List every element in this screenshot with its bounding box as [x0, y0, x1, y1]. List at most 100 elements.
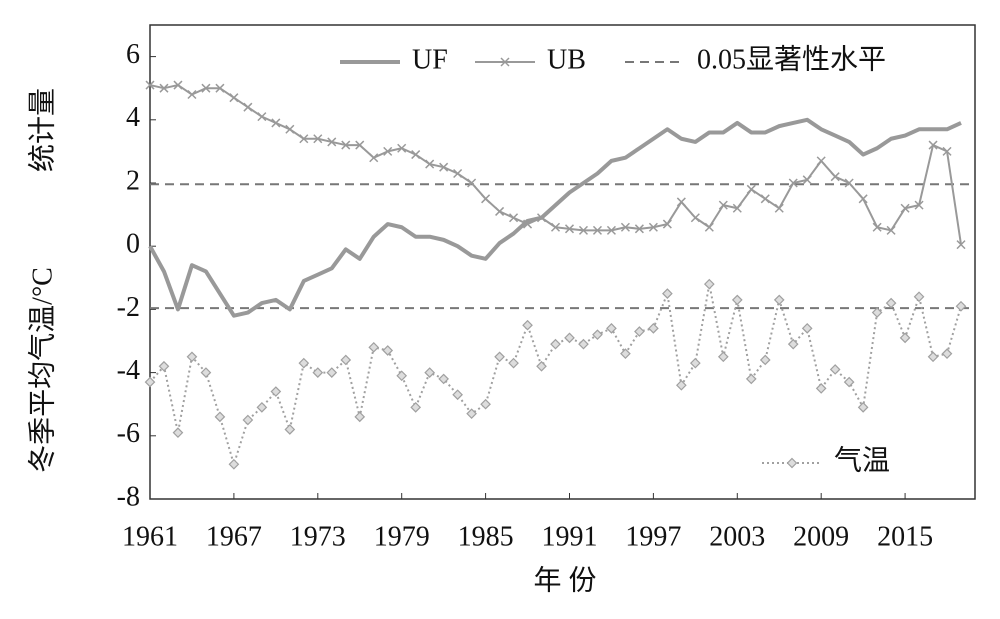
temp-marker	[326, 367, 338, 378]
ub-marker	[397, 143, 407, 153]
temp-marker	[843, 376, 855, 388]
y-tick-label: -8	[117, 481, 140, 512]
ub-marker	[760, 194, 770, 204]
temp-marker	[424, 367, 436, 378]
temp-marker	[270, 386, 282, 397]
ub-marker	[355, 140, 365, 150]
temp-marker	[941, 348, 953, 359]
legend-label: 气温	[834, 444, 890, 476]
y-tick-label: 2	[126, 165, 140, 196]
ub-marker	[914, 200, 924, 210]
temp-marker	[592, 329, 603, 341]
ub-marker	[620, 222, 630, 232]
temp-marker	[172, 427, 184, 438]
temp-marker	[410, 402, 422, 413]
temp-marker	[899, 332, 911, 344]
x-tick-label: 1985	[458, 521, 514, 552]
ub-marker	[215, 83, 225, 93]
temp-marker	[158, 360, 170, 372]
ub-marker	[732, 203, 742, 213]
temp-marker	[494, 351, 505, 363]
ub-marker	[564, 224, 575, 234]
ub-marker	[872, 222, 882, 232]
y-tick-label: -4	[117, 355, 140, 386]
temp-marker	[522, 319, 533, 331]
temp-marker	[829, 364, 841, 375]
temp-marker	[564, 332, 575, 344]
y-tick-label: -6	[117, 418, 140, 449]
ub-marker	[453, 168, 463, 179]
series-line	[149, 84, 963, 245]
temp-marker	[354, 411, 366, 423]
temp-marker	[662, 288, 673, 299]
temp-marker	[508, 357, 519, 369]
legend-label: UB	[547, 44, 586, 75]
temp-marker	[452, 389, 463, 401]
ub-marker	[844, 178, 854, 188]
ub-marker	[271, 118, 281, 128]
ub-marker	[229, 93, 239, 103]
ub-marker	[788, 178, 798, 188]
ub-marker	[830, 172, 840, 182]
temp-marker	[256, 402, 268, 413]
temp-marker	[634, 326, 645, 337]
temp-marker	[340, 354, 352, 366]
ub-marker	[467, 178, 477, 188]
temp-marker	[913, 291, 925, 303]
temp-marker	[550, 338, 561, 350]
temp-marker	[382, 345, 394, 356]
temp-marker	[773, 294, 785, 306]
ub-marker	[439, 162, 449, 172]
temp-marker	[368, 341, 380, 353]
ub-marker	[299, 134, 309, 144]
x-tick-label: 1967	[206, 521, 262, 552]
ub-marker	[481, 194, 491, 204]
ub-marker	[369, 153, 379, 163]
ub-marker	[201, 83, 211, 93]
ub-marker	[774, 203, 784, 213]
temp-marker	[801, 323, 813, 334]
x-tick-label: 2015	[877, 521, 933, 552]
ub-marker	[327, 137, 337, 147]
ub-marker	[145, 80, 155, 90]
temp-marker	[298, 357, 310, 369]
temp-marker	[676, 379, 687, 391]
x-axis-label: 年 份	[533, 564, 596, 596]
temp-marker	[717, 351, 729, 363]
ub-marker	[257, 112, 267, 122]
ub-marker	[886, 225, 896, 235]
temp-marker	[731, 294, 743, 306]
temp-marker	[284, 424, 296, 435]
ub-marker	[900, 203, 910, 213]
ub-marker	[942, 146, 952, 156]
y-axis-label-bottom: 冬季平均气温/°C	[26, 267, 58, 473]
temp-marker	[606, 323, 617, 334]
temp-marker	[228, 458, 240, 470]
ub-marker	[383, 146, 393, 156]
temp-marker	[857, 402, 869, 413]
temp-marker	[620, 348, 631, 359]
temp-marker	[186, 351, 198, 363]
ub-marker	[313, 134, 323, 144]
x-tick-label: 1979	[374, 521, 430, 552]
temp-marker	[927, 351, 939, 363]
ub-marker	[578, 225, 589, 235]
ub-marker	[285, 124, 295, 134]
ub-marker	[704, 222, 714, 232]
temp-marker	[312, 367, 324, 378]
ub-marker	[690, 213, 700, 223]
x-tick-label: 1973	[290, 521, 346, 552]
ub-marker	[746, 184, 756, 194]
temp-marker	[689, 357, 701, 369]
temp-marker	[759, 354, 771, 366]
ub-marker	[495, 206, 505, 216]
legend-label: 0.05显著性水平	[697, 43, 886, 75]
y-tick-label: 0	[126, 229, 140, 260]
temp-marker	[955, 300, 967, 312]
ub-marker	[928, 140, 938, 150]
temp-marker	[787, 338, 799, 350]
y-tick-label: 6	[126, 39, 140, 70]
ub-marker	[536, 213, 547, 223]
y-tick-label: 4	[126, 102, 140, 133]
